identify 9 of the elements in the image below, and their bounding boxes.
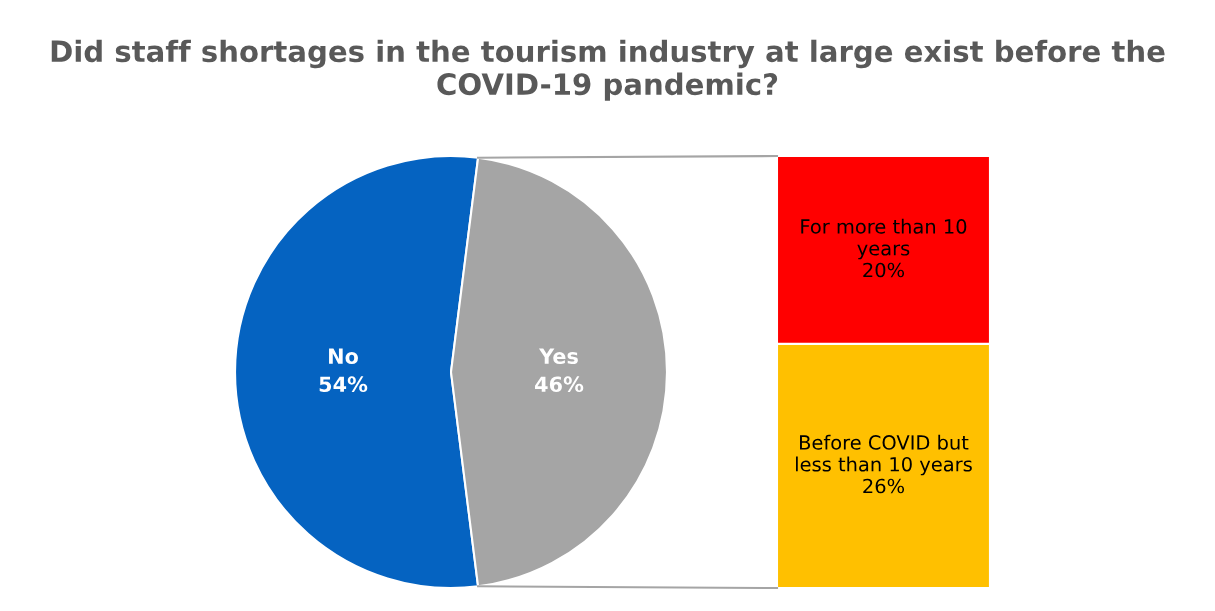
- chart-title: Did staff shortages in the tourism industry at large exist before the COVID-19 pandemic?: [51, 39, 1165, 101]
- slice-label: No: [329, 348, 358, 365]
- series-label: Before COVID but less than 10 years: [796, 434, 972, 476]
- data-label: 20%: [863, 262, 905, 278]
- data-label: 26%: [863, 478, 905, 494]
- data-label: 54%: [319, 376, 368, 393]
- data-label: 46%: [535, 376, 584, 393]
- slice-label: Yes: [538, 348, 578, 365]
- series-label: For more than 10 years: [801, 218, 967, 260]
